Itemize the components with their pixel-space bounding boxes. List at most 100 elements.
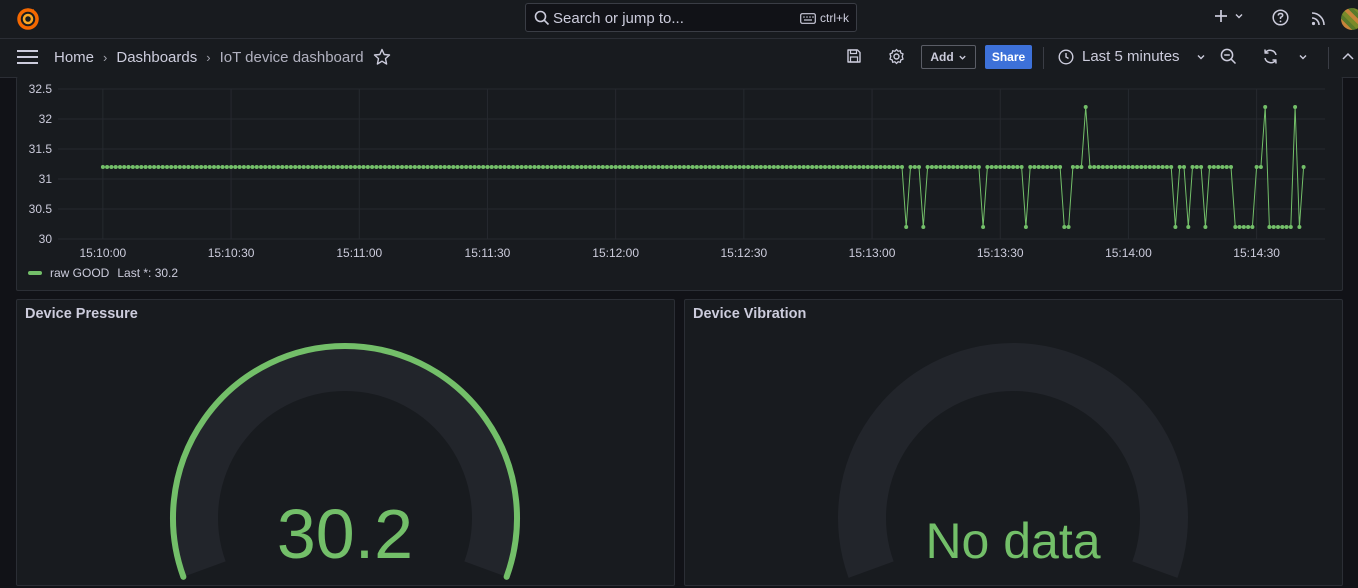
data-point: [425, 165, 430, 169]
data-point: [848, 165, 853, 169]
data-point: [934, 165, 939, 169]
data-point: [306, 165, 310, 169]
data-point: [370, 165, 375, 169]
data-point: [169, 165, 174, 169]
data-point: [1271, 225, 1276, 229]
new-menu-button[interactable]: [1214, 9, 1244, 28]
x-tick-label: 15:12:30: [720, 246, 767, 260]
data-point: [105, 165, 110, 169]
y-tick-label: 31: [39, 172, 53, 186]
avatar[interactable]: [1341, 8, 1358, 30]
chevron-right-icon: ›: [206, 50, 211, 65]
data-point: [139, 165, 144, 169]
data-point: [831, 165, 836, 169]
data-point: [647, 165, 652, 169]
data-point: [895, 165, 900, 169]
data-point: [1250, 225, 1255, 229]
refresh-interval-chevron-icon[interactable]: [1298, 52, 1308, 62]
data-point: [998, 165, 1003, 169]
data-point: [498, 165, 503, 169]
data-point: [1263, 105, 1268, 109]
time-range-picker[interactable]: Last 5 minutes: [1058, 48, 1206, 65]
data-point: [417, 165, 422, 169]
data-point: [887, 165, 892, 169]
data-point: [1113, 165, 1118, 169]
data-point: [378, 165, 383, 169]
data-point: [442, 165, 447, 169]
data-point: [1233, 225, 1238, 229]
search-input[interactable]: Search or jump to... ctrl+k: [525, 3, 857, 32]
data-point: [776, 165, 780, 169]
data-point: [758, 165, 763, 169]
data-point: [135, 165, 140, 169]
data-point: [194, 165, 199, 169]
data-point: [1066, 225, 1071, 229]
data-point: [870, 165, 874, 169]
data-point: [515, 165, 520, 169]
data-point: [942, 165, 947, 169]
data-point: [387, 165, 392, 169]
data-point: [1092, 165, 1097, 169]
pressure-gauge-track: [169, 342, 520, 578]
data-point: [353, 165, 357, 169]
data-point: [1284, 225, 1289, 229]
y-tick-label: 31.5: [29, 142, 53, 156]
breadcrumb: Home › Dashboards › IoT device dashboard: [54, 49, 364, 66]
data-point: [1156, 165, 1161, 169]
breadcrumb-dashboards[interactable]: Dashboards: [116, 49, 198, 66]
data-point: [639, 165, 644, 169]
data-point: [682, 165, 686, 169]
data-point: [660, 165, 665, 169]
data-point: [635, 165, 639, 169]
star-icon[interactable]: [373, 48, 391, 66]
data-point: [669, 165, 674, 169]
vibration-gauge-track: [838, 342, 1188, 578]
data-point: [361, 165, 366, 169]
news-feed-icon[interactable]: [1311, 11, 1326, 26]
menu-icon[interactable]: [17, 49, 38, 65]
chevron-up-icon[interactable]: [1342, 52, 1354, 62]
data-point: [699, 165, 704, 169]
zoom-out-icon[interactable]: [1220, 48, 1237, 65]
chart-legend[interactable]: raw GOOD Last *: 30.2: [28, 266, 178, 280]
data-point: [771, 165, 776, 169]
vibration-panel-title[interactable]: Device Vibration: [693, 306, 807, 322]
grafana-logo-icon[interactable]: [15, 6, 41, 32]
data-point: [609, 165, 614, 169]
add-button[interactable]: Add: [921, 45, 976, 69]
share-button[interactable]: Share: [985, 45, 1032, 69]
timeseries-chart: 30 30.5 31 31.5 32 32.5 15:10:00 15:10:30 15:11:…: [29, 82, 1325, 260]
clock-icon: [1058, 48, 1074, 65]
save-icon[interactable]: [846, 48, 862, 64]
data-point: [280, 165, 285, 169]
data-point: [1169, 165, 1174, 169]
data-point: [852, 165, 857, 169]
data-point: [310, 165, 315, 169]
breadcrumb-home[interactable]: Home: [54, 49, 95, 66]
data-point: [874, 165, 879, 169]
breadcrumb-current: IoT device dashboard: [219, 49, 364, 66]
help-icon[interactable]: [1272, 9, 1289, 26]
y-tick-label: 32: [39, 112, 53, 126]
data-point: [233, 165, 238, 169]
data-point: [1190, 165, 1195, 169]
legend-last-value: Last *: 30.2: [117, 266, 179, 280]
pressure-panel-title[interactable]: Device Pressure: [25, 306, 138, 322]
data-point: [605, 165, 610, 169]
data-point: [1126, 165, 1131, 169]
data-point: [288, 165, 293, 169]
data-point: [297, 165, 302, 169]
gear-icon[interactable]: [888, 48, 905, 65]
refresh-icon[interactable]: [1262, 48, 1279, 65]
data-point: [840, 165, 845, 169]
data-point: [733, 165, 738, 169]
data-point: [464, 165, 469, 169]
data-point: [797, 165, 802, 169]
data-point: [767, 165, 772, 169]
data-point: [412, 165, 417, 169]
data-point: [596, 165, 601, 169]
data-point: [494, 165, 498, 169]
data-point: [1139, 165, 1144, 169]
data-point: [207, 165, 212, 169]
data-point: [1002, 165, 1007, 169]
